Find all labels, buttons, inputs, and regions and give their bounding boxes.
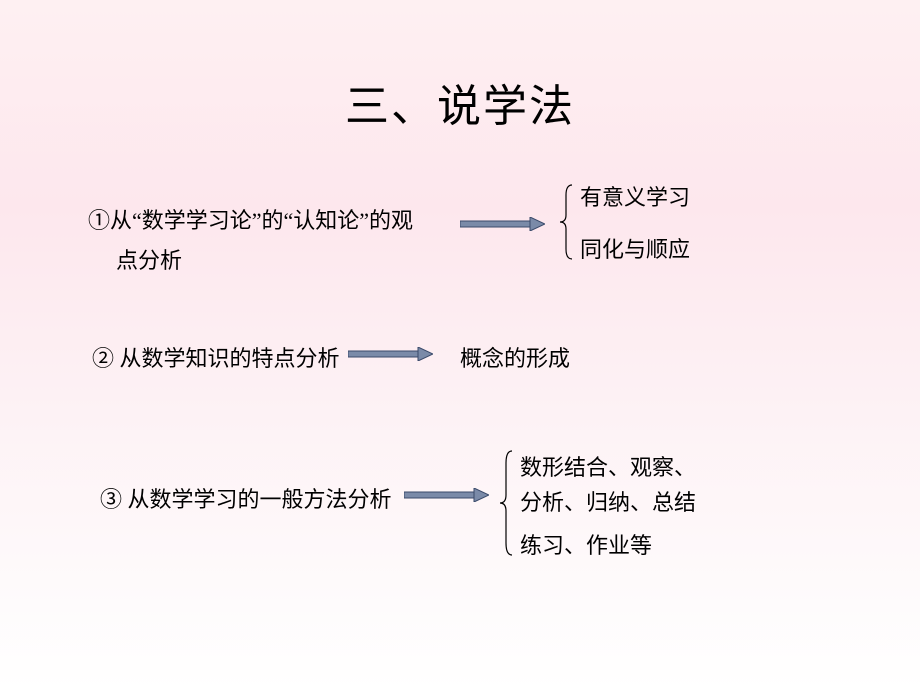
item2-result: 概念的形成 [460,341,570,373]
item1-result2: 同化与顺应 [580,232,690,264]
arrow-icon-2 [348,347,433,361]
arrow-icon-1 [460,217,545,231]
item1-label-line1: ①从“数学学习论”的“认知论”的观 [88,201,448,241]
item3-result3: 练习、作业等 [520,528,652,560]
item2-label: ② 从数学知识的特点分析 [92,341,340,373]
item1-label-line2: 点分析 [116,241,448,281]
slide-title: 三、说学法 [345,70,575,134]
item3-label: ③ 从数学学习的一般方法分析 [100,482,392,514]
brace-icon-1 [558,183,574,261]
item3-result1: 数形结合、观察、 [520,450,696,482]
arrow-icon-3 [404,488,489,502]
item1-result1: 有意义学习 [580,180,690,212]
item3-result2: 分析、归纳、总结 [520,485,696,517]
item1-label: ①从“数学学习论”的“认知论”的观 点分析 [88,201,448,280]
brace-icon-3 [498,449,514,557]
